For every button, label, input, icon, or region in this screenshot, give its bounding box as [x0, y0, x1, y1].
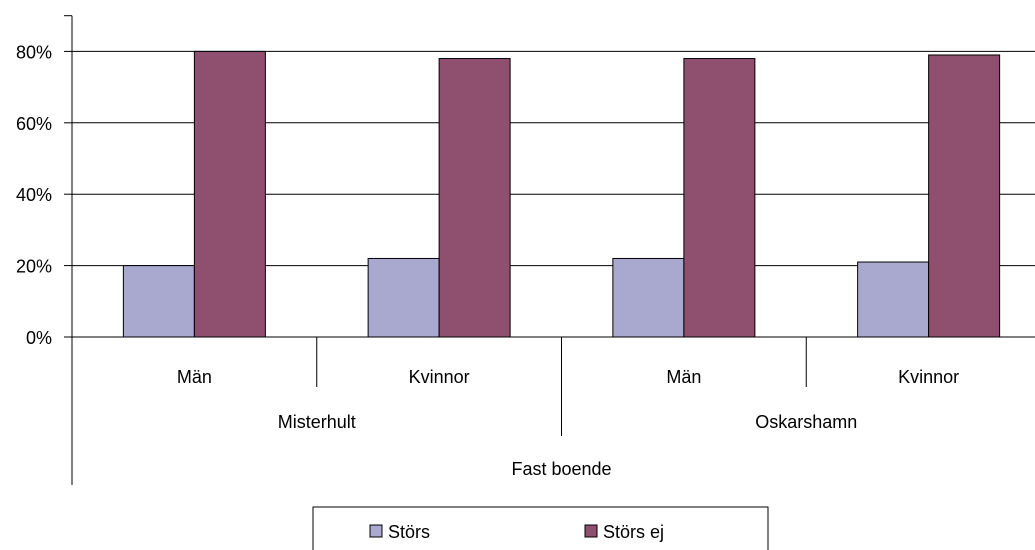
bar-störs [857, 261, 930, 338]
y-tick-label: 0% [26, 328, 52, 348]
legend-swatch [584, 524, 598, 538]
legend-label: Störs ej [603, 522, 664, 542]
y-tick-label: 40% [16, 185, 52, 205]
y-tick-label: 60% [16, 114, 52, 134]
bar-störs [122, 265, 195, 338]
category-label: Män [666, 367, 701, 387]
category-label: Kvinnor [409, 367, 470, 387]
outer-group-label: Fast boende [511, 459, 611, 479]
category-labels: Män Kvinnor Män Kvinnor Misterhult Oskarshamn… [177, 367, 959, 479]
bar-störs-ej [193, 50, 266, 338]
bar-störs [367, 257, 440, 338]
y-tick-labels: 0% 20% 40% 60% 80% [16, 42, 52, 348]
group-label: Oskarshamn [755, 412, 857, 432]
y-tick-label: 80% [16, 42, 52, 62]
group-label: Misterhult [278, 412, 356, 432]
legend-box [312, 506, 769, 550]
bar-störs-ej [928, 54, 1001, 338]
legend-swatch [369, 524, 383, 538]
legend: Störs Störs ej [312, 506, 769, 550]
axes [64, 15, 1035, 485]
legend-label: Störs [388, 522, 430, 542]
bar-störs-ej [438, 58, 511, 338]
category-label: Män [177, 367, 212, 387]
category-label: Kvinnor [898, 367, 959, 387]
y-tick-label: 20% [16, 257, 52, 277]
bar-störs [612, 257, 685, 338]
bars [122, 50, 1001, 338]
bar-störs-ej [683, 58, 756, 338]
